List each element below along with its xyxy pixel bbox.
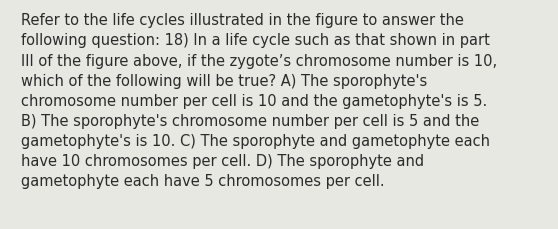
- Text: Refer to the life cycles illustrated in the figure to answer the
following quest: Refer to the life cycles illustrated in …: [21, 13, 497, 188]
